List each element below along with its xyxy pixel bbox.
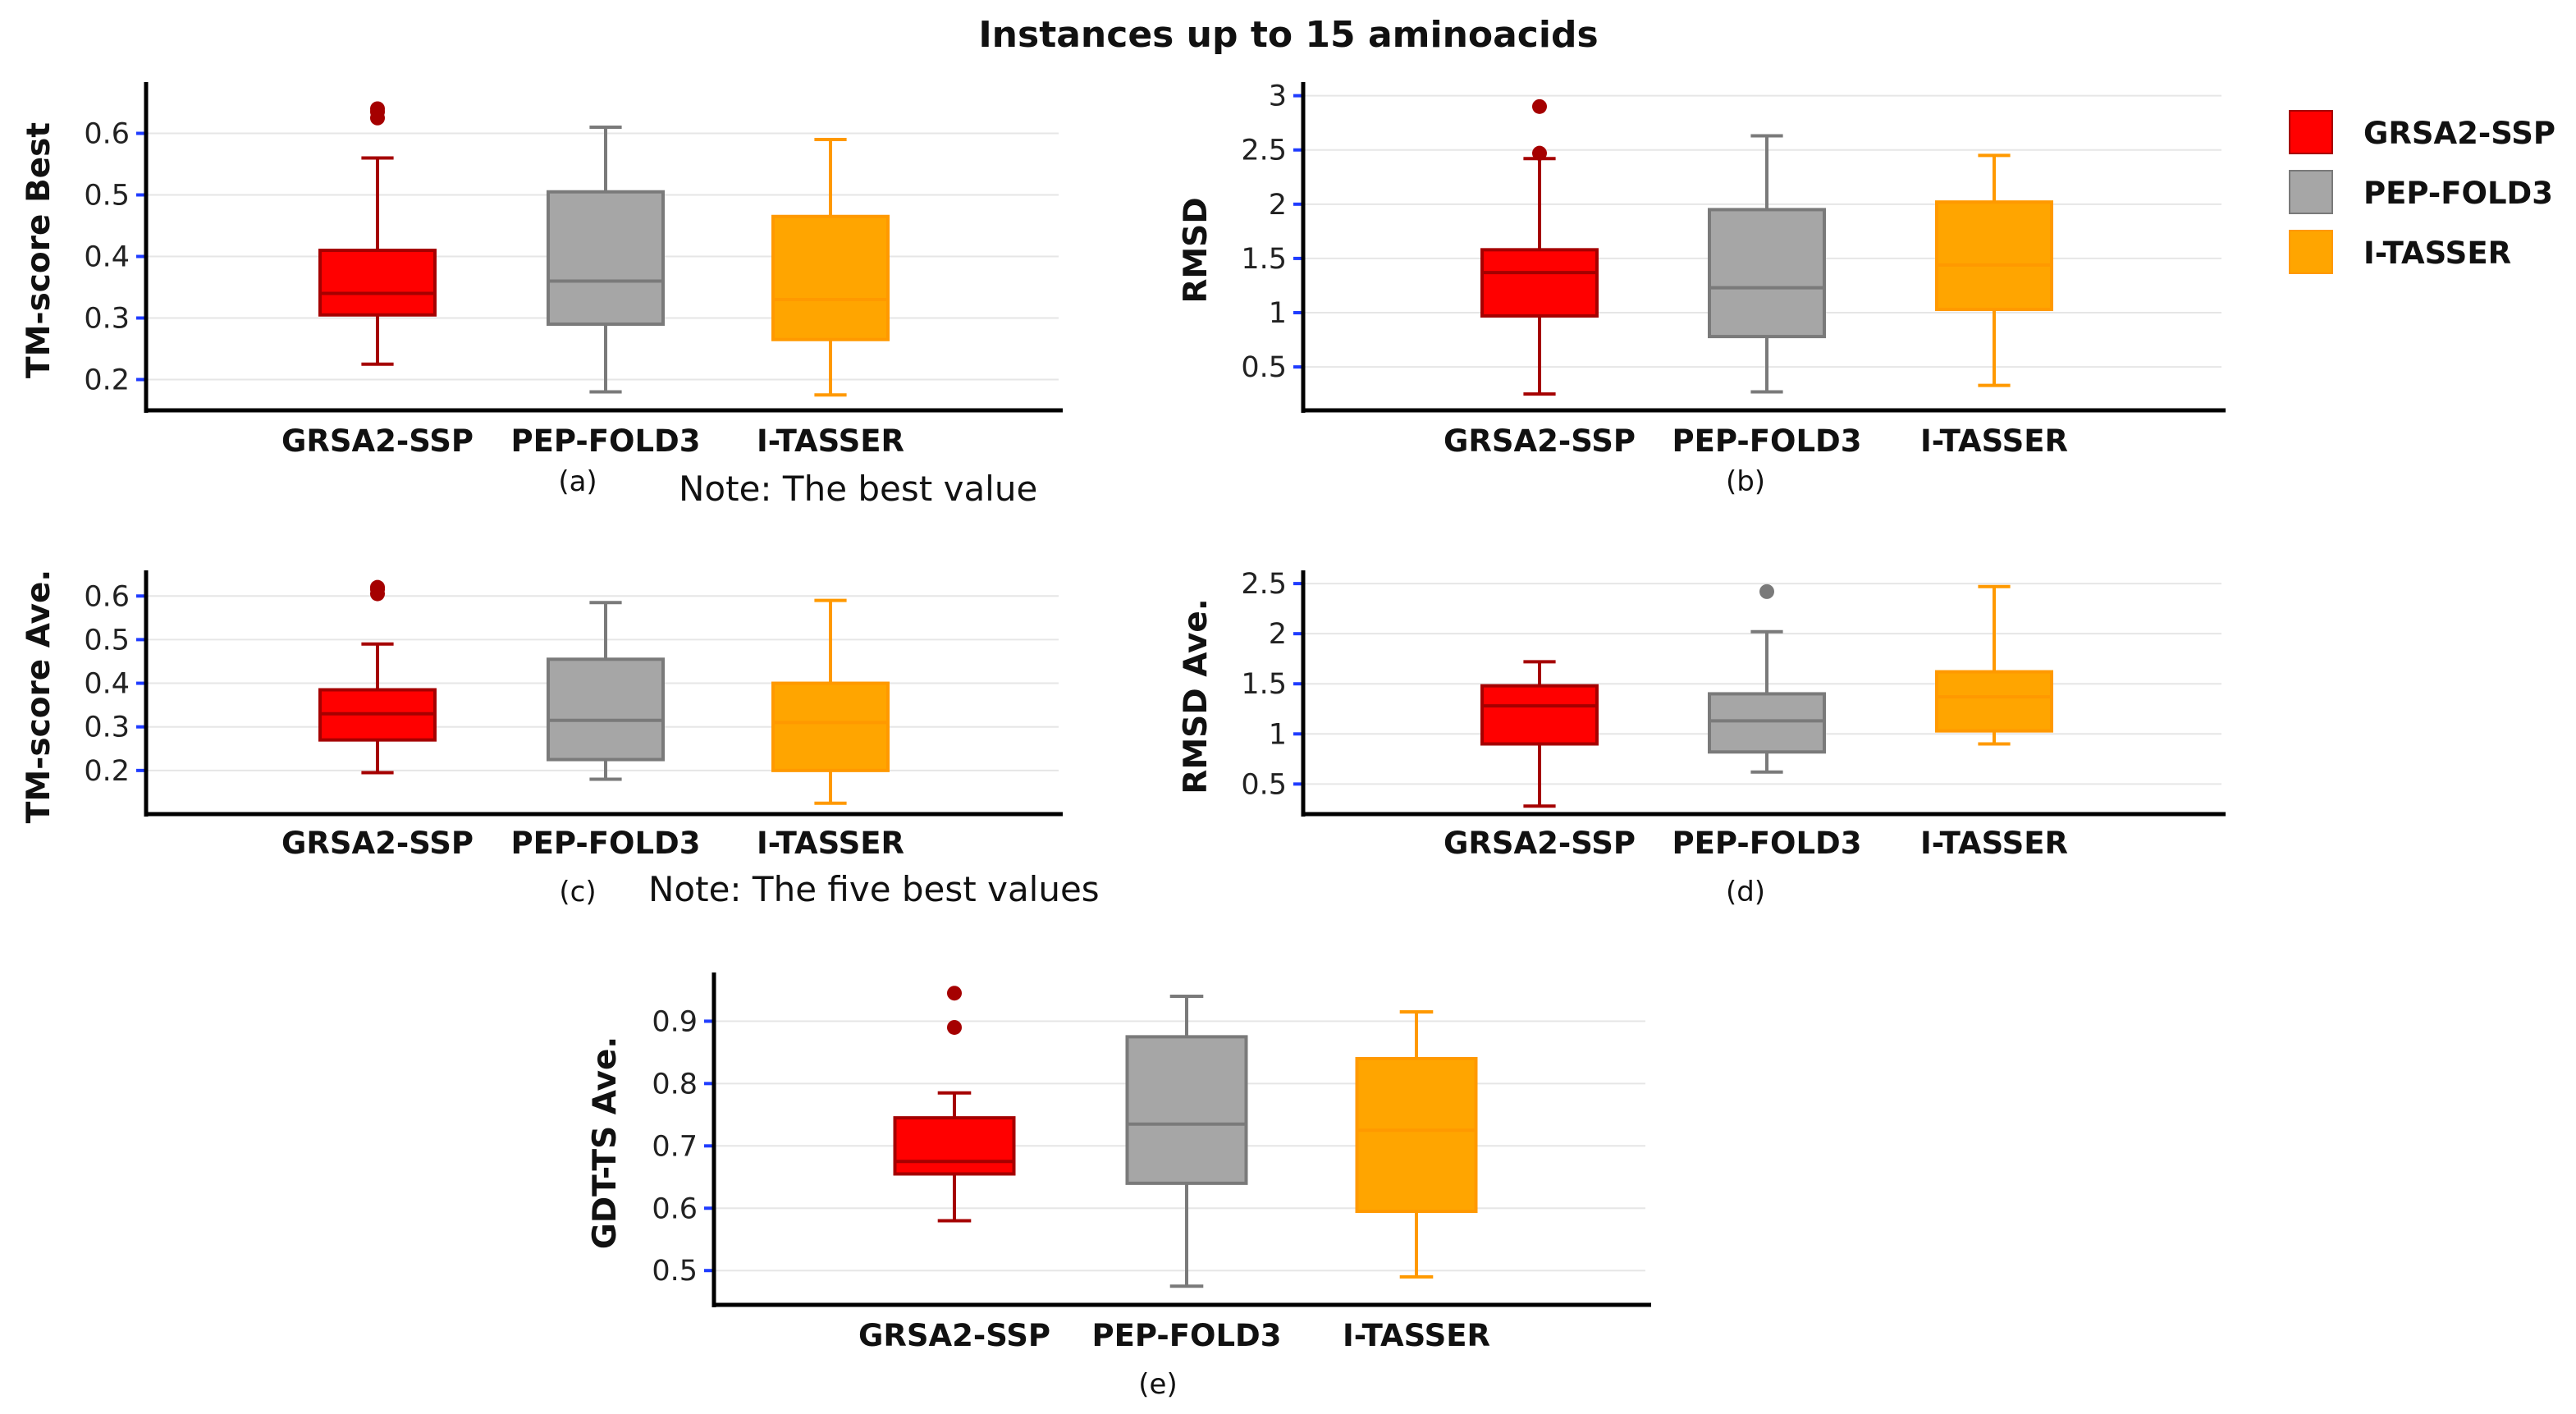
panel-caption: (c) — [559, 876, 596, 908]
y-tick-label: 1.5 — [1241, 668, 1287, 701]
outlier-point-grsa2-ssp — [947, 986, 962, 1001]
legend-label-grsa2-ssp: GRSA2-SSP — [2363, 116, 2555, 151]
figure-title: Instances up to 15 aminoacids — [978, 14, 1598, 56]
x-tick-label-pep-fold3: PEP-FOLD3 — [511, 423, 701, 459]
outlier-point-grsa2-ssp — [947, 1019, 962, 1035]
legend-swatch-grsa2-ssp — [2289, 110, 2333, 154]
x-tick-label-grsa2-ssp: GRSA2-SSP — [1444, 826, 1636, 861]
y-tick-label: 0.5 — [652, 1255, 698, 1288]
panel-b: 0.5 1 1.5 2 2.5 3 RMSD GRSA2-SSP PEP-FOLD3 I-TASS… — [1178, 80, 2226, 498]
y-tick-label: 0.6 — [652, 1192, 698, 1225]
y-axis-title: TM-score Ave. — [21, 570, 57, 823]
panel-caption: (b) — [1726, 465, 1765, 498]
y-tick-label: 2.5 — [1241, 135, 1287, 167]
y-tick-label: 1 — [1269, 297, 1287, 330]
panel-a: 0.2 0.3 0.4 0.5 0.6 TM-score Best GRSA2-SSP PEP… — [21, 82, 1063, 498]
y-axis-title: TM-score Best — [21, 122, 57, 378]
y-tick-label: 0.3 — [84, 303, 130, 336]
y-tick-label: 1 — [1269, 718, 1287, 751]
outlier-point-grsa2-ssp — [1532, 98, 1547, 114]
box-i-tasser — [1935, 200, 2053, 312]
note-best-value: Note: The best value — [679, 469, 1037, 509]
panel-caption: (e) — [1138, 1368, 1177, 1401]
x-tick-label-grsa2-ssp: GRSA2-SSP — [281, 423, 474, 459]
panel-caption: (a) — [558, 465, 597, 498]
y-tick-label: 0.4 — [84, 241, 130, 274]
x-tick-label-i-tasser: I-TASSER — [757, 423, 904, 459]
box-pep-fold3 — [547, 190, 665, 326]
x-tick-label-grsa2-ssp: GRSA2-SSP — [858, 1318, 1050, 1353]
box-i-tasser — [771, 681, 890, 772]
box-i-tasser — [1935, 670, 2053, 733]
x-tick-label-pep-fold3: PEP-FOLD3 — [511, 826, 701, 861]
panel-e: 0.5 0.6 0.7 0.8 0.9 GDT-TS Ave. GRSA2-SSP PEP-F… — [587, 972, 1651, 1401]
panel-c: 0.2 0.3 0.4 0.5 0.6 TM-score Ave. GRSA2-SSP PEP… — [21, 570, 1063, 908]
y-tick-label: 0.6 — [84, 118, 130, 151]
y-tick-label: 1.5 — [1241, 243, 1287, 276]
x-tick-label-pep-fold3: PEP-FOLD3 — [1672, 826, 1862, 861]
box-grsa2-ssp — [318, 249, 437, 317]
y-tick-label: 0.5 — [1241, 768, 1287, 801]
legend-swatch-i-tasser — [2289, 230, 2333, 274]
y-tick-label: 0.5 — [84, 180, 130, 213]
outlier-point-grsa2-ssp — [370, 101, 385, 117]
y-tick-label: 0.4 — [84, 668, 130, 701]
box-grsa2-ssp — [893, 1116, 1016, 1176]
x-tick-label-i-tasser: I-TASSER — [1920, 423, 2068, 459]
y-tick-label: 2.5 — [1241, 568, 1287, 601]
y-tick-label: 0.5 — [1241, 351, 1287, 384]
y-axis-title: RMSD — [1178, 197, 1215, 303]
legend-label-i-tasser: I-TASSER — [2363, 236, 2511, 271]
panel-d: 0.5 1 1.5 2 2.5 RMSD Ave. GRSA2-SSP PEP-FOLD3 I-… — [1178, 568, 2226, 908]
note-five-best-values: Note: The five best values — [648, 869, 1100, 909]
outlier-point-pep-fold3 — [1759, 583, 1774, 599]
outlier-point-grsa2-ssp — [370, 579, 385, 595]
y-tick-label: 0.7 — [652, 1130, 698, 1163]
box-pep-fold3 — [1708, 208, 1826, 339]
y-axis-title: RMSD Ave. — [1178, 598, 1215, 794]
y-tick-label: 0.9 — [652, 1005, 698, 1038]
x-tick-label-i-tasser: I-TASSER — [757, 826, 904, 861]
x-tick-label-i-tasser: I-TASSER — [1920, 826, 2068, 861]
x-tick-label-pep-fold3: PEP-FOLD3 — [1092, 1318, 1282, 1353]
x-tick-label-grsa2-ssp: GRSA2-SSP — [281, 826, 474, 861]
panel-caption: (d) — [1726, 876, 1765, 908]
box-grsa2-ssp — [1480, 248, 1599, 318]
outlier-point-grsa2-ssp — [1532, 145, 1547, 161]
y-tick-label: 2 — [1269, 189, 1287, 222]
y-tick-label: 0.3 — [84, 712, 130, 744]
y-tick-label: 3 — [1269, 80, 1287, 113]
y-tick-label: 0.2 — [84, 755, 130, 788]
box-pep-fold3 — [547, 657, 665, 762]
legend-swatch-pep-fold3 — [2289, 170, 2333, 214]
box-grsa2-ssp — [1480, 684, 1599, 746]
x-tick-label-grsa2-ssp: GRSA2-SSP — [1444, 423, 1636, 459]
y-tick-label: 0.2 — [84, 364, 130, 397]
y-tick-label: 0.5 — [84, 624, 130, 657]
y-tick-label: 2 — [1269, 618, 1287, 651]
x-tick-label-i-tasser: I-TASSER — [1343, 1318, 1490, 1353]
y-axis-title: GDT-TS Ave. — [587, 1036, 624, 1249]
box-i-tasser — [771, 214, 890, 341]
legend-label-pep-fold3: PEP-FOLD3 — [2363, 176, 2553, 211]
x-tick-label-pep-fold3: PEP-FOLD3 — [1672, 423, 1862, 459]
legend: GRSA2-SSP PEP-FOLD3 I-TASSER — [2289, 110, 2555, 274]
y-tick-label: 0.8 — [652, 1068, 698, 1101]
box-i-tasser — [1355, 1056, 1478, 1214]
box-pep-fold3 — [1708, 692, 1826, 754]
y-tick-label: 0.6 — [84, 580, 130, 613]
box-pep-fold3 — [1125, 1035, 1248, 1185]
